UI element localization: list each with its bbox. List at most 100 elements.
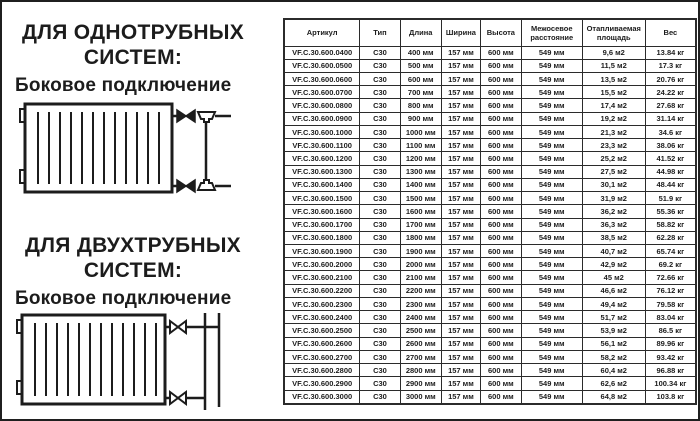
table-cell: VF.C.30.600.1600 xyxy=(283,204,361,219)
table-cell: 549 мм xyxy=(520,164,583,179)
table-cell: 549 мм xyxy=(520,45,583,60)
table-cell: C30 xyxy=(359,177,401,193)
one-pipe-title-line2: СИСТЕМ: xyxy=(83,46,183,69)
table-cell: C30 xyxy=(359,244,401,259)
table-cell: 157 мм xyxy=(440,349,481,365)
table-cell: 157 мм xyxy=(440,376,481,391)
table-cell: 13.84 кг xyxy=(644,45,697,60)
table-cell: 157 мм xyxy=(440,244,481,259)
table-cell: 1000 мм xyxy=(399,124,442,140)
table-cell: 2400 мм xyxy=(399,310,442,325)
table-cell: 1500 мм xyxy=(399,191,442,206)
two-pipe-title-line2: СИСТЕМ: xyxy=(83,259,183,282)
table-cell: VF.C.30.600.2300 xyxy=(283,296,361,312)
table-row: VF.C.30.600.1000 C30 1000 мм 157 мм 600 мм 54… xyxy=(283,124,697,140)
table-cell: C30 xyxy=(359,85,401,100)
table-cell: 549 мм xyxy=(520,376,583,391)
table-cell: 549 мм xyxy=(520,230,583,246)
table-cell: 600 мм xyxy=(479,389,522,405)
table-cell: 500 мм xyxy=(399,58,442,73)
union-fitting-icon xyxy=(196,179,217,191)
table-cell: 58.82 кг xyxy=(644,217,697,232)
table-cell: 600 мм xyxy=(479,71,522,87)
header-dlina: Длина xyxy=(399,18,442,47)
table-cell: C30 xyxy=(359,71,401,87)
table-cell: VF.C.30.600.2100 xyxy=(283,270,361,285)
table-cell: 62.28 кг xyxy=(644,230,697,246)
table-row: VF.C.30.600.1600 C30 1600 мм 157 мм 600 мм 54… xyxy=(283,204,697,219)
valve-icon xyxy=(169,319,187,335)
table-cell: 20.76 кг xyxy=(644,71,697,87)
table-cell: 157 мм xyxy=(440,98,481,113)
table-cell: 600 мм xyxy=(479,124,522,140)
table-cell: 400 мм xyxy=(399,45,442,60)
table-row: VF.C.30.600.0600 C30 600 мм 157 мм 600 мм 549… xyxy=(283,71,697,87)
table-cell: 9,6 м2 xyxy=(581,45,646,60)
header-vysota: Высота xyxy=(479,18,522,47)
table-cell: 34.6 кг xyxy=(644,124,697,140)
table-row: VF.C.30.600.2600 C30 2600 мм 157 мм 600 мм 54… xyxy=(283,336,697,351)
table-cell: 62,6 м2 xyxy=(581,376,646,391)
table-cell: 2700 мм xyxy=(399,349,442,365)
table-cell: 600 мм xyxy=(479,283,522,298)
table-cell: 600 мм xyxy=(479,336,522,351)
header-shirina: Ширина xyxy=(440,18,481,47)
table-cell: 549 мм xyxy=(520,98,583,113)
table-cell: 549 мм xyxy=(520,138,583,153)
table-cell: 600 мм xyxy=(479,296,522,312)
table-cell: 2100 мм xyxy=(399,270,442,285)
table-cell: VF.C.30.600.2400 xyxy=(283,310,361,325)
table-cell: 27,5 м2 xyxy=(581,164,646,179)
table-cell: 13,5 м2 xyxy=(581,71,646,87)
table-row: VF.C.30.600.1500 C30 1500 мм 157 мм 600 мм 54… xyxy=(283,191,697,206)
table-cell: 40,7 м2 xyxy=(581,244,646,259)
radiator-tab-top xyxy=(16,319,23,334)
table-cell: 60,4 м2 xyxy=(581,363,646,378)
table-cell: 30,1 м2 xyxy=(581,177,646,193)
table-cell: VF.C.30.600.0700 xyxy=(283,85,361,100)
table-cell: 51,7 м2 xyxy=(581,310,646,325)
table-cell: 549 мм xyxy=(520,336,583,351)
table-cell: 2600 мм xyxy=(399,336,442,351)
table-row: VF.C.30.600.2800 C30 2800 мм 157 мм 600 мм 54… xyxy=(283,363,697,378)
table-row: VF.C.30.600.0700 C30 700 мм 157 мм 600 мм 549… xyxy=(283,85,697,100)
table-cell: C30 xyxy=(359,151,401,166)
table-cell: 549 мм xyxy=(520,283,583,298)
table-cell: 157 мм xyxy=(440,323,481,338)
table-cell: 800 мм xyxy=(399,98,442,113)
table-cell: 36,2 м2 xyxy=(581,204,646,219)
table-cell: 700 мм xyxy=(399,85,442,100)
table-cell: 157 мм xyxy=(440,389,481,405)
table-cell: 600 мм xyxy=(479,323,522,338)
two-pipe-title-line1: ДЛЯ ДВУХТРУБНЫХ xyxy=(25,234,241,257)
two-pipe-radiator-diagram xyxy=(16,313,221,410)
table-cell: C30 xyxy=(359,45,401,60)
table-cell: VF.C.30.600.0800 xyxy=(283,98,361,113)
table-cell: 64,8 м2 xyxy=(581,389,646,405)
table-cell: 58,2 м2 xyxy=(581,349,646,365)
table-cell: 31.14 кг xyxy=(644,111,697,126)
table-row: VF.C.30.600.2500 C30 2500 мм 157 мм 600 мм 54… xyxy=(283,323,697,338)
table-cell: 549 мм xyxy=(520,177,583,193)
table-cell: 549 мм xyxy=(520,151,583,166)
table-cell: 79.58 кг xyxy=(644,296,697,312)
table-cell: VF.C.30.600.1900 xyxy=(283,244,361,259)
table-cell: 89.96 кг xyxy=(644,336,697,351)
table-cell: 600 мм xyxy=(479,230,522,246)
table-cell: 157 мм xyxy=(440,296,481,312)
table-row: VF.C.30.600.1800 C30 1800 мм 157 мм 600 мм 54… xyxy=(283,230,697,246)
table-cell: 65.74 кг xyxy=(644,244,697,259)
valve-icon xyxy=(176,178,196,194)
radiator-body xyxy=(20,313,167,406)
table-cell: VF.C.30.600.1800 xyxy=(283,230,361,246)
table-cell: C30 xyxy=(359,283,401,298)
table-cell: 157 мм xyxy=(440,310,481,325)
table-cell: VF.C.30.600.0400 xyxy=(283,45,361,60)
table-cell: 549 мм xyxy=(520,244,583,259)
header-ves: Вес xyxy=(644,18,697,47)
table-cell: 93.42 кг xyxy=(644,349,697,365)
header-ploshchad: Отапливаемая площадь xyxy=(581,18,646,47)
table-cell: 157 мм xyxy=(440,230,481,246)
table-cell: 44.98 кг xyxy=(644,164,697,179)
table-cell: 23,3 м2 xyxy=(581,138,646,153)
